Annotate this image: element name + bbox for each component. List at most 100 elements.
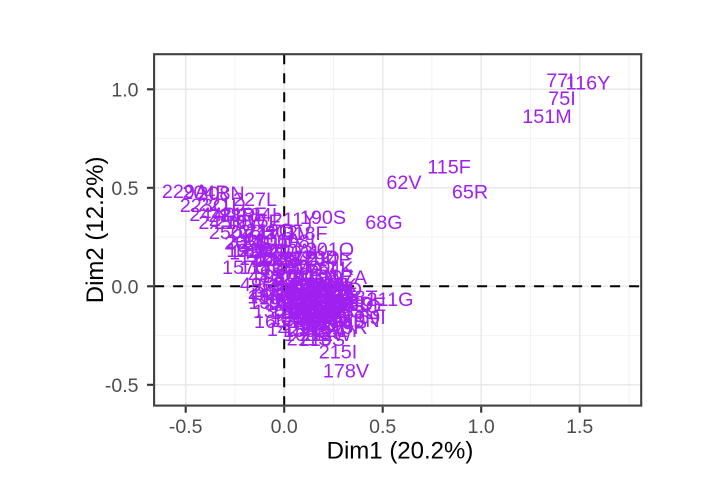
svg-text:104N: 104N — [251, 250, 298, 272]
svg-text:100V: 100V — [291, 294, 338, 316]
svg-text:106A: 106A — [255, 230, 302, 252]
svg-text:-0.5: -0.5 — [169, 416, 203, 438]
svg-text:202V: 202V — [265, 222, 312, 244]
svg-text:218D: 218D — [326, 293, 373, 315]
svg-text:208Y: 208Y — [313, 292, 359, 314]
svg-text:188L: 188L — [332, 302, 376, 324]
svg-text:33E: 33E — [274, 284, 309, 306]
svg-text:205S: 205S — [283, 305, 329, 327]
svg-text:157Q: 157Q — [222, 257, 270, 279]
svg-text:211S: 211S — [287, 329, 332, 351]
svg-text:203D: 203D — [296, 293, 343, 315]
svg-text:-0.5: -0.5 — [105, 375, 139, 397]
svg-text:175H: 175H — [306, 315, 353, 337]
svg-text:236L: 236L — [250, 280, 294, 302]
svg-text:196E: 196E — [307, 266, 353, 288]
svg-text:43E: 43E — [322, 284, 357, 306]
svg-text:228H: 228H — [228, 221, 275, 243]
svg-text:221D: 221D — [198, 194, 245, 216]
svg-text:168D: 168D — [284, 324, 331, 346]
svg-text:173Q: 173Q — [333, 296, 381, 318]
svg-text:64K: 64K — [318, 258, 353, 280]
svg-text:250V: 250V — [209, 222, 256, 244]
svg-text:115Y: 115Y — [286, 276, 331, 298]
svg-text:70R: 70R — [304, 274, 340, 296]
svg-text:254T: 254T — [233, 226, 278, 248]
svg-text:49R: 49R — [240, 274, 276, 296]
svg-text:60I: 60I — [308, 257, 336, 279]
svg-text:181C: 181C — [316, 301, 363, 323]
svg-text:226F: 226F — [289, 306, 334, 328]
svg-text:223Q: 223Q — [180, 195, 228, 217]
svg-text:176P: 176P — [289, 311, 335, 333]
svg-text:1.0: 1.0 — [468, 416, 495, 438]
svg-text:297A: 297A — [321, 267, 368, 289]
svg-text:68G: 68G — [365, 212, 402, 234]
svg-text:35T: 35T — [273, 256, 307, 278]
svg-text:136Y: 136Y — [270, 307, 316, 329]
svg-text:149A: 149A — [292, 307, 339, 329]
svg-text:44D: 44D — [292, 305, 328, 327]
svg-text:67N: 67N — [288, 275, 324, 297]
svg-text:131G: 131G — [301, 274, 349, 296]
svg-text:62V: 62V — [386, 172, 422, 194]
svg-text:224E: 224E — [311, 287, 357, 309]
svg-text:215F: 215F — [235, 211, 280, 233]
svg-text:318F: 318F — [282, 223, 327, 245]
svg-text:101E: 101E — [275, 265, 321, 287]
svg-text:210S: 210S — [299, 329, 345, 351]
svg-text:215I: 215I — [319, 342, 358, 364]
svg-text:165L: 165L — [254, 311, 298, 333]
svg-text:140A: 140A — [308, 281, 355, 303]
svg-text:109I: 109I — [287, 302, 326, 324]
svg-text:242N: 242N — [311, 294, 358, 316]
svg-text:200A: 200A — [265, 240, 312, 262]
svg-text:220F: 220F — [278, 283, 323, 305]
svg-text:74V: 74V — [310, 297, 346, 319]
svg-text:121H: 121H — [307, 279, 354, 301]
svg-text:157Q: 157Q — [303, 300, 351, 322]
svg-text:140A: 140A — [229, 243, 276, 265]
svg-text:103N: 103N — [290, 266, 337, 288]
svg-text:208N: 208N — [197, 183, 244, 205]
svg-text:221Y: 221Y — [315, 320, 361, 342]
svg-text:118I: 118I — [239, 257, 276, 279]
svg-text:145M: 145M — [286, 291, 335, 313]
svg-text:158S: 158S — [283, 320, 329, 342]
svg-text:219N: 219N — [332, 310, 379, 332]
svg-text:229A: 229A — [162, 181, 209, 203]
svg-text:241L: 241L — [240, 232, 284, 254]
svg-text:Dim1 (20.2%): Dim1 (20.2%) — [327, 438, 474, 465]
svg-text:0.0: 0.0 — [271, 416, 298, 438]
svg-text:214F: 214F — [305, 249, 350, 271]
svg-text:186S: 186S — [301, 307, 347, 329]
svg-text:108I: 108I — [277, 231, 316, 253]
svg-text:184V: 184V — [305, 310, 352, 332]
svg-text:104N: 104N — [301, 275, 348, 297]
svg-text:172R: 172R — [272, 310, 319, 332]
svg-text:220F: 220F — [271, 268, 316, 290]
svg-text:193E: 193E — [259, 288, 305, 310]
svg-text:219R: 219R — [320, 317, 367, 339]
svg-text:139R: 139R — [248, 292, 295, 314]
svg-text:142V: 142V — [267, 319, 314, 341]
svg-text:321T: 321T — [253, 283, 298, 305]
svg-text:112V: 112V — [306, 291, 352, 313]
svg-text:190S: 190S — [300, 207, 346, 229]
svg-text:53L: 53L — [257, 275, 290, 297]
svg-text:195L: 195L — [320, 311, 364, 333]
svg-text:123E: 123E — [255, 249, 301, 271]
svg-text:1.5: 1.5 — [566, 416, 593, 438]
svg-text:199D: 199D — [290, 299, 337, 321]
svg-text:98S: 98S — [301, 313, 336, 335]
svg-text:174K: 174K — [265, 293, 311, 315]
svg-text:232Y: 232Y — [274, 291, 320, 313]
svg-text:244D: 244D — [189, 204, 236, 226]
svg-text:211Y: 211Y — [272, 209, 317, 231]
svg-text:211K: 211K — [290, 248, 335, 270]
svg-text:216P: 216P — [303, 287, 349, 309]
svg-text:205S: 205S — [224, 232, 270, 254]
svg-text:197K: 197K — [311, 275, 357, 297]
svg-text:116Y: 116Y — [566, 73, 611, 95]
svg-text:163K: 163K — [280, 302, 326, 324]
